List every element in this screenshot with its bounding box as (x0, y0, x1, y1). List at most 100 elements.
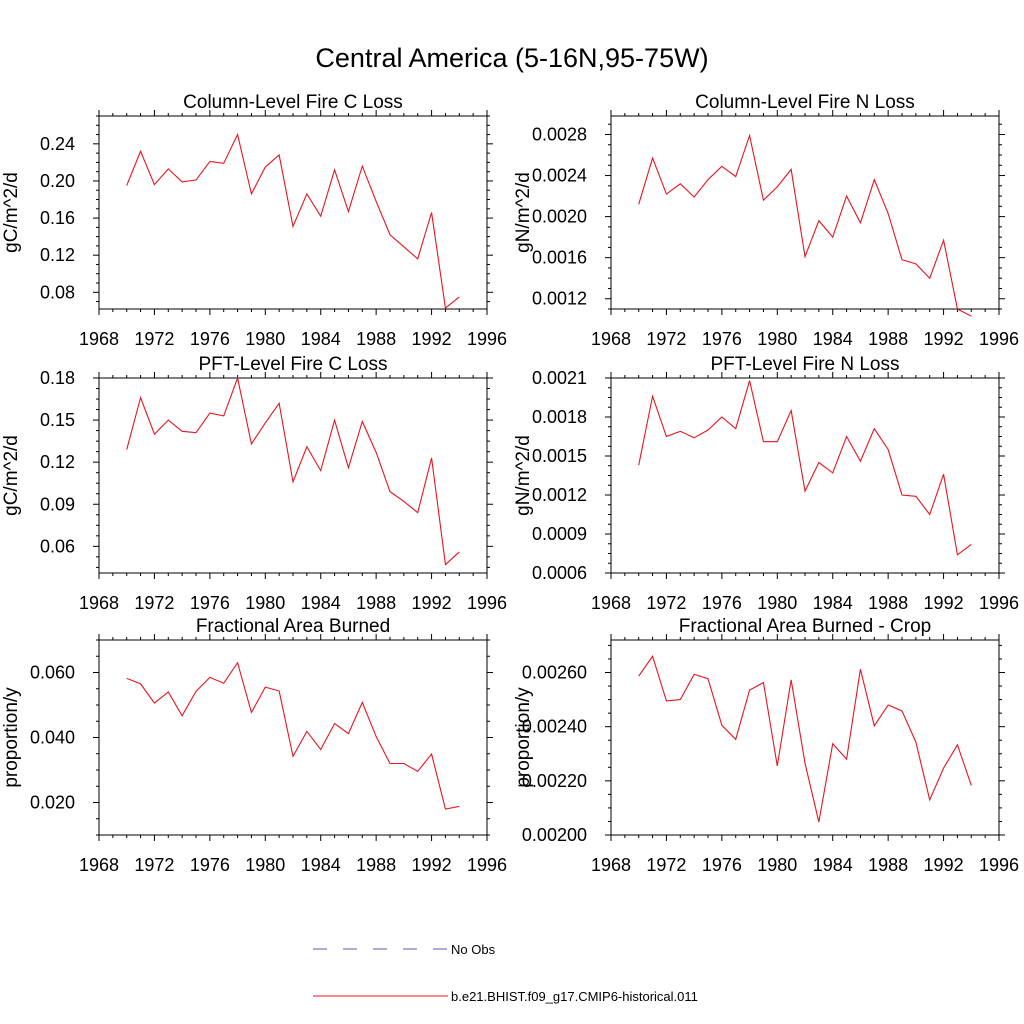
x-tick-label: 1992 (412, 855, 452, 875)
panel-title: Fractional Area Burned - Crop (679, 616, 931, 637)
x-tick-label: 1996 (979, 329, 1019, 349)
y-axis-label: proportion/y (513, 687, 534, 788)
x-tick-label: 1988 (356, 855, 396, 875)
x-tick-label: 1972 (646, 329, 686, 349)
x-tick-label: 1968 (591, 593, 631, 613)
y-axis-label: gN/m^2/d (513, 172, 534, 253)
x-tick-label: 1996 (979, 593, 1019, 613)
y-tick-label: 0.0012 (532, 289, 587, 309)
panel-2: Column-Level Fire N Loss gN/m^2/d 1968 1972… (513, 92, 1019, 349)
x-tick-label: 1976 (702, 855, 742, 875)
x-tick-label: 1996 (979, 855, 1019, 875)
legend: No Obs b.e21.BHIST.f09_g17.CMIP6-histori… (313, 942, 698, 1004)
x-tick-label: 1972 (646, 593, 686, 613)
plot-frame (610, 377, 1000, 574)
x-tick-label: 1968 (79, 329, 119, 349)
y-axis-label: gN/m^2/d (513, 435, 534, 516)
x-tick-label: 1984 (301, 329, 341, 349)
x-tick-label: 1992 (412, 593, 452, 613)
x-tick-label: 1976 (190, 593, 230, 613)
x-tick-label: 1972 (134, 329, 174, 349)
y-tick-label: 0.00260 (522, 663, 587, 683)
series-line-1 (126, 132, 460, 310)
x-tick-label: 1992 (924, 593, 964, 613)
x-tick-label: 1992 (924, 329, 964, 349)
x-tick-label: 1968 (591, 855, 631, 875)
y-tick-label: 0.00240 (522, 717, 587, 737)
panel-title: PFT-Level Fire C Loss (199, 354, 388, 375)
x-tick-label: 1976 (702, 593, 742, 613)
x-tick-label: 1988 (868, 329, 908, 349)
x-tick-label: 1984 (813, 329, 853, 349)
x-tick-label: 1976 (190, 329, 230, 349)
legend-label-model: b.e21.BHIST.f09_g17.CMIP6-historical.011 (451, 989, 698, 1004)
x-tick-label: 1984 (301, 593, 341, 613)
x-tick-label: 1988 (356, 593, 396, 613)
y-tick-label: 0.0020 (532, 207, 587, 227)
x-tick-label: 1988 (868, 855, 908, 875)
plot-frame (610, 639, 1000, 836)
y-tick-label: 0.0016 (532, 248, 587, 268)
y-tick-label: 0.0021 (532, 368, 587, 388)
x-tick-label: 1972 (646, 855, 686, 875)
y-tick-label: 0.18 (40, 368, 75, 388)
legend-label-no-obs: No Obs (451, 942, 496, 957)
x-tick-label: 1992 (412, 329, 452, 349)
y-tick-label: 0.0018 (532, 407, 587, 427)
x-tick-label: 1968 (79, 855, 119, 875)
y-tick-label: 0.24 (40, 134, 75, 154)
y-tick-label: 0.16 (40, 208, 75, 228)
y-tick-label: 0.15 (40, 410, 75, 430)
y-axis-label: proportion/y (1, 687, 22, 788)
y-tick-label: 0.0015 (532, 446, 587, 466)
y-axis-label: gC/m^2/d (1, 172, 22, 253)
figure-title: Central America (5-16N,95-75W) (315, 43, 708, 73)
series-line-1 (638, 380, 972, 556)
plot-frame (98, 377, 488, 574)
x-tick-label: 1996 (467, 855, 507, 875)
y-tick-label: 0.060 (30, 663, 75, 683)
panel-title: Fractional Area Burned (196, 616, 390, 637)
y-tick-label: 0.0006 (532, 563, 587, 583)
x-tick-label: 1972 (134, 593, 174, 613)
y-tick-label: 0.12 (40, 245, 75, 265)
x-tick-label: 1980 (245, 593, 285, 613)
series-line-1 (126, 661, 460, 810)
panel-1: Column-Level Fire C Loss gC/m^2/d 1968 1972… (1, 92, 507, 349)
y-tick-label: 0.12 (40, 452, 75, 472)
y-tick-label: 0.00200 (522, 825, 587, 845)
y-tick-label: 0.09 (40, 494, 75, 514)
plot-frame (98, 639, 488, 836)
panel-title: Column-Level Fire N Loss (695, 92, 915, 113)
y-tick-label: 0.0028 (532, 124, 587, 144)
x-tick-label: 1980 (757, 593, 797, 613)
panel-title: PFT-Level Fire N Loss (711, 354, 900, 375)
x-tick-label: 1988 (868, 593, 908, 613)
panel-6: Fractional Area Burned - Crop proportion/… (513, 616, 1019, 875)
x-tick-label: 1976 (190, 855, 230, 875)
y-tick-label: 0.20 (40, 171, 75, 191)
panel-5: Fractional Area Burned proportion/y 1968 19… (1, 616, 507, 875)
y-tick-label: 0.0009 (532, 524, 587, 544)
y-tick-label: 0.0012 (532, 485, 587, 505)
y-axis-label: gC/m^2/d (1, 435, 22, 516)
plot-frame (98, 115, 488, 310)
x-tick-label: 1968 (591, 329, 631, 349)
series-line-1 (638, 655, 972, 823)
panel-title: Column-Level Fire C Loss (183, 92, 403, 113)
x-tick-label: 1992 (924, 855, 964, 875)
y-tick-label: 0.0024 (532, 166, 587, 186)
x-tick-label: 1996 (467, 593, 507, 613)
x-tick-label: 1980 (245, 329, 285, 349)
x-tick-label: 1980 (757, 329, 797, 349)
panels: Column-Level Fire C Loss gC/m^2/d 1968 1972… (1, 92, 1019, 875)
x-tick-label: 1984 (813, 855, 853, 875)
y-tick-label: 0.040 (30, 728, 75, 748)
x-tick-label: 1972 (134, 855, 174, 875)
y-tick-label: 0.06 (40, 536, 75, 556)
series-line-1 (126, 376, 460, 566)
x-tick-label: 1984 (301, 855, 341, 875)
x-tick-label: 1968 (79, 593, 119, 613)
x-tick-label: 1976 (702, 329, 742, 349)
y-tick-label: 0.00220 (522, 771, 587, 791)
